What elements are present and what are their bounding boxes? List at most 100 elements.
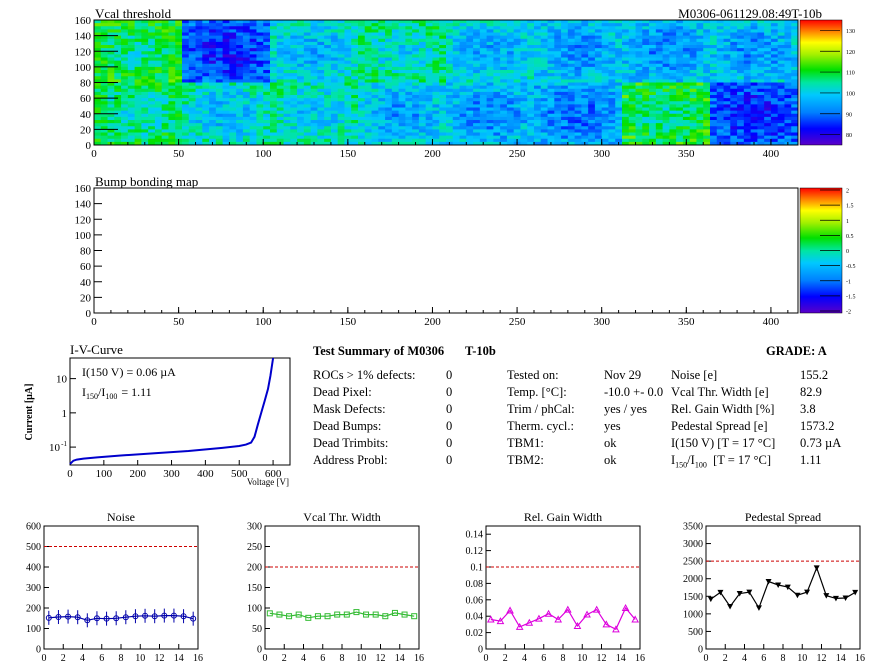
heatmap-cell: [94, 126, 102, 130]
heatmap-cell: [710, 101, 718, 105]
heatmap-cell: [770, 104, 779, 108]
heatmap-cell: [506, 48, 515, 52]
heatmap-cell: [493, 107, 501, 112]
heatmap-cell: [791, 116, 799, 121]
heatmap-cell: [561, 73, 569, 77]
iv-annotation-current: I(150 V) = 0.06 µA: [82, 365, 176, 379]
heatmap-cell: [256, 54, 264, 58]
heatmap-cell: [378, 101, 386, 105]
heatmap-cell: [297, 82, 305, 87]
heatmap-cell: [324, 132, 332, 137]
colorbar-tick-label: 110: [846, 71, 855, 77]
heatmap-cell: [141, 20, 149, 24]
heatmap-cell: [398, 38, 406, 43]
heatmap-cell: [513, 29, 521, 33]
heatmap-cell: [757, 126, 765, 130]
heatmap-cell: [236, 60, 244, 65]
heatmap-cell: [655, 20, 664, 24]
heatmap-cell: [351, 63, 359, 68]
heatmap-cell: [127, 113, 136, 118]
heatmap-cell: [473, 66, 481, 71]
heatmap-cell: [486, 57, 494, 62]
heatmap-cell: [310, 123, 318, 127]
heatmap-cell: [154, 123, 163, 127]
heatmap-cell: [154, 26, 163, 30]
heatmap-cell: [351, 113, 359, 118]
heatmap-cell: [425, 104, 433, 108]
heatmap-cell: [689, 38, 697, 43]
heatmap-cell: [371, 29, 379, 33]
heatmap-cell: [114, 138, 122, 143]
heatmap-cell: [391, 23, 400, 27]
data-point: [324, 613, 331, 620]
heatmap-cell: [324, 126, 332, 130]
heatmap-cell: [418, 45, 427, 49]
heatmap-cell: [588, 116, 596, 121]
heatmap-cell: [418, 126, 427, 130]
heatmap-cell: [459, 20, 467, 24]
heatmap-cell: [446, 32, 454, 37]
heatmap-cell: [263, 54, 271, 58]
heatmap-cell: [121, 126, 129, 130]
heatmap-cell: [669, 23, 677, 27]
heatmap-cell: [682, 23, 691, 27]
heatmap-cell: [134, 70, 142, 74]
heatmap-cell: [418, 26, 427, 30]
heatmap-cell: [547, 41, 555, 46]
heatmap-cell: [249, 116, 257, 121]
heatmap-cell: [669, 35, 677, 40]
heatmap-cell: [479, 70, 488, 74]
heatmap-cell: [358, 60, 366, 65]
heatmap-cell: [574, 26, 582, 30]
heatmap-cell: [256, 135, 264, 140]
heatmap-cell: [215, 45, 224, 49]
heatmap-cell: [730, 70, 738, 74]
heatmap-cell: [324, 116, 332, 121]
heatmap-cell: [148, 91, 156, 96]
heatmap-cell: [642, 141, 650, 146]
heatmap-cell: [723, 63, 731, 68]
heatmap-cell: [676, 26, 684, 30]
heatmap-cell: [351, 51, 359, 55]
heatmap-cell: [770, 132, 779, 137]
heatmap-cell: [425, 91, 433, 96]
x-tick-label: 0: [91, 148, 97, 160]
heatmap-cell: [696, 113, 704, 118]
heatmap-cell: [682, 135, 691, 140]
heatmap-cell: [94, 23, 102, 27]
heatmap-cell: [689, 54, 697, 58]
heatmap-cell: [662, 41, 670, 46]
heatmap-cell: [696, 48, 704, 52]
heatmap-cell: [446, 113, 454, 118]
heatmap-cell: [743, 101, 752, 105]
heatmap-cell: [297, 141, 305, 146]
heatmap-cell: [161, 57, 169, 62]
heatmap-cell: [513, 48, 521, 52]
heatmap-cell: [182, 88, 190, 93]
heatmap-cell: [743, 54, 752, 58]
heatmap-cell: [649, 107, 657, 112]
heatmap-cell: [371, 107, 379, 112]
heatmap-cell: [567, 66, 576, 71]
heatmap-cell: [148, 110, 156, 115]
heatmap-cell: [784, 41, 792, 46]
heatmap-cell: [520, 113, 528, 118]
heatmap-cell: [662, 51, 670, 55]
heatmap-cell: [215, 57, 224, 62]
heatmap-cell: [324, 48, 332, 52]
heatmap-cell: [195, 35, 203, 40]
heatmap-cell: [703, 88, 711, 93]
heatmap-cell: [303, 54, 312, 58]
heatmap-cell: [777, 82, 785, 87]
heatmap-cell: [222, 98, 230, 102]
heatmap-cell: [188, 45, 196, 49]
heatmap-cell: [324, 110, 332, 115]
heatmap-cell: [567, 141, 576, 146]
heatmap-cell: [432, 85, 440, 90]
y-tick-label: 500: [26, 542, 41, 553]
heatmap-cell: [791, 101, 799, 105]
heatmap-cell: [154, 98, 163, 102]
heatmap-cell: [594, 35, 603, 40]
heatmap-cell: [743, 76, 752, 80]
heatmap-cell: [642, 95, 650, 99]
